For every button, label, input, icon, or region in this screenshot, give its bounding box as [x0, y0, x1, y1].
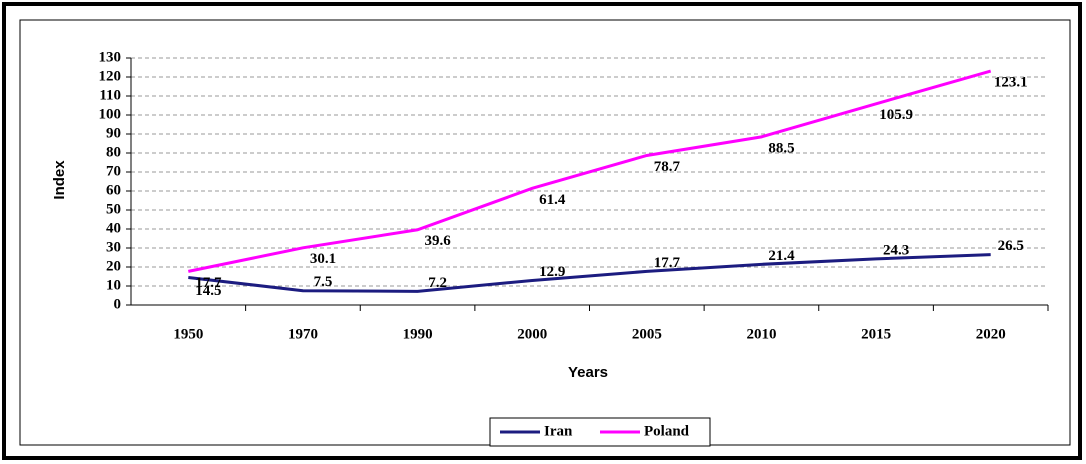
x-tick-label: 2020: [976, 326, 1006, 342]
y-tick-label: 80: [106, 144, 121, 160]
y-tick-label: 130: [99, 49, 122, 65]
data-label: 123.1: [994, 75, 1028, 91]
y-tick-label: 50: [106, 201, 121, 217]
x-tick-label: 2015: [861, 326, 891, 342]
y-tick-label: 100: [99, 106, 122, 122]
y-tick-label: 40: [106, 220, 121, 236]
series-line: [188, 253, 991, 293]
y-tick-label: 0: [114, 296, 122, 312]
legend-label: Iran: [544, 423, 573, 439]
legend-label: Poland: [644, 423, 690, 439]
y-tick-label: 60: [106, 182, 121, 198]
data-label: 26.5: [998, 238, 1024, 254]
data-label: 12.9: [539, 264, 565, 280]
data-label: 7.5: [314, 274, 333, 290]
x-tick-label: 1990: [403, 326, 433, 342]
x-tick-label: 2010: [746, 326, 776, 342]
y-tick-label: 90: [106, 125, 121, 141]
data-label: 105.9: [879, 107, 913, 123]
data-label: 17.7: [654, 255, 681, 271]
y-tick-label: 110: [99, 87, 121, 103]
y-tick-label: 30: [106, 239, 121, 255]
x-tick-label: 2000: [517, 326, 547, 342]
x-tick-label: 1950: [173, 326, 203, 342]
data-label: 7.2: [428, 275, 447, 291]
data-label: 30.1: [310, 251, 336, 267]
data-label: 17.7: [195, 275, 222, 291]
data-label: 61.4: [539, 192, 566, 208]
data-label: 21.4: [768, 248, 795, 264]
y-axis-title: Index: [51, 160, 68, 200]
x-axis-title: Years: [568, 364, 608, 381]
y-tick-label: 120: [99, 68, 122, 84]
series-line: [188, 69, 992, 273]
x-tick-label: 1970: [288, 326, 318, 342]
y-tick-label: 10: [106, 277, 121, 293]
y-tick-label: 20: [106, 258, 121, 274]
data-label: 39.6: [424, 233, 451, 249]
data-label: 24.3: [883, 242, 909, 258]
data-label: 88.5: [768, 140, 794, 156]
y-tick-label: 70: [106, 163, 121, 179]
data-label: 78.7: [654, 159, 681, 175]
data-label: 14.5: [195, 283, 221, 299]
x-tick-label: 2005: [632, 326, 662, 342]
